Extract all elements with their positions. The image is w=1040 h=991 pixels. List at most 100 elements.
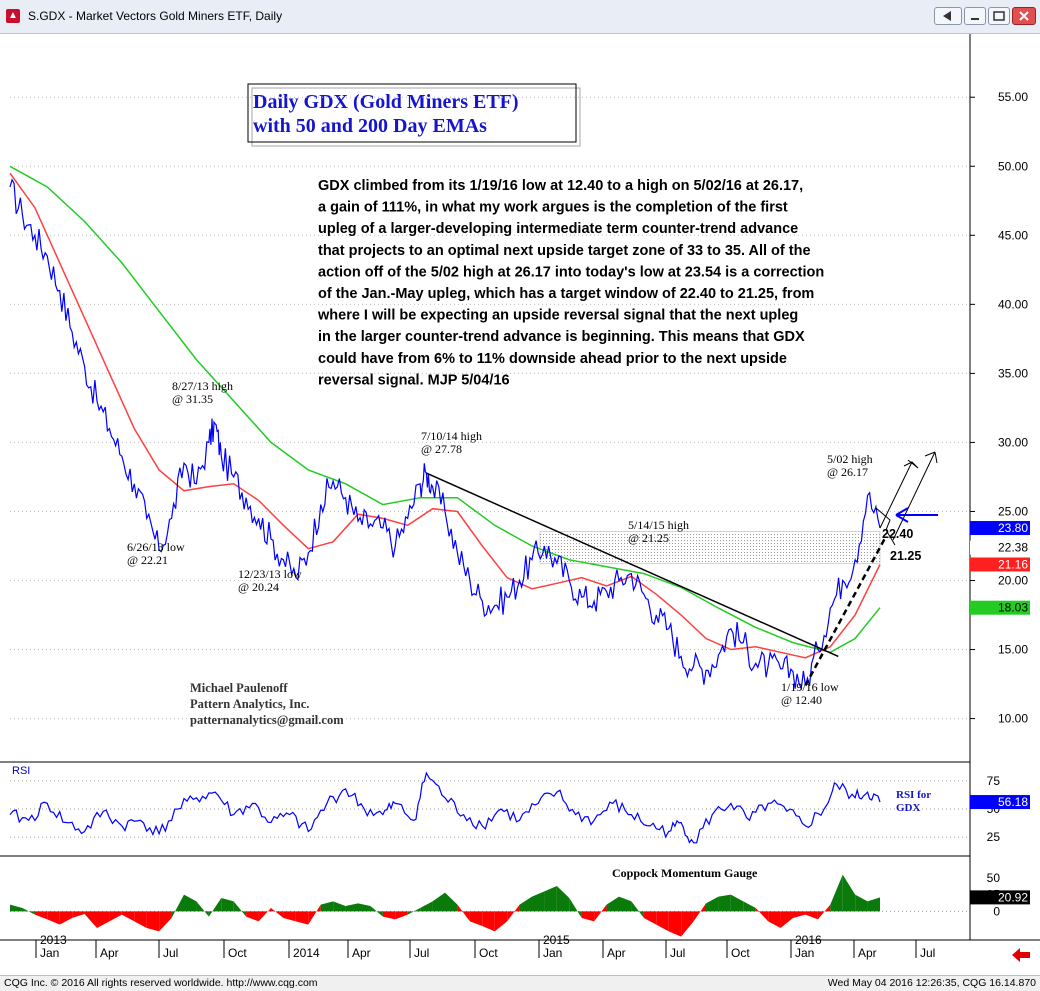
coppock-negative-bar: [146, 911, 160, 932]
coppock-positive-bar: [184, 894, 197, 912]
back-icon[interactable]: [934, 7, 962, 25]
close-icon[interactable]: [1012, 7, 1036, 25]
coppock-negative-bar: [494, 911, 508, 932]
target-zone-box: [539, 531, 881, 564]
annotation-line-2: @ 20.24: [238, 580, 279, 594]
annotation-line-2: @ 26.17: [827, 465, 868, 479]
rsi-tag: 56.18: [998, 795, 1028, 809]
minimize-icon[interactable]: [964, 7, 986, 25]
commentary-line: where I will be expecting an upside reve…: [317, 308, 798, 324]
coppock-negative-bar: [47, 911, 60, 925]
coppock-negative-bar: [681, 911, 694, 937]
coppock-negative-bar: [805, 911, 818, 920]
forecast-arrow-2: [892, 451, 938, 541]
commentary-line: that projects to an optimal next upside …: [318, 243, 811, 259]
level-tag-bg: [970, 540, 1030, 555]
annotation-line-2: @ 22.21: [127, 553, 168, 567]
annotation-line-2: @ 27.78: [421, 442, 462, 456]
annotations-layer: 8/27/13 high@ 31.35 6/26/13 low@ 22.21 12/…: [127, 379, 921, 707]
coppock-positive-bar: [556, 886, 570, 912]
commentary-line: reversal signal. MJP 5/04/16: [318, 372, 510, 388]
price-tag-bg: [970, 521, 1030, 536]
coppock-negative-bar: [469, 911, 483, 926]
coppock-positive-bar: [743, 901, 756, 912]
annotation-line-1: 7/10/14 high: [421, 429, 482, 443]
coppock-positive-bar: [196, 901, 209, 917]
coppock-negative-bar: [395, 911, 408, 920]
coppock-negative-bar: [271, 908, 284, 918]
chart-title: Daily GDX (Gold Miners ETF): [253, 91, 519, 113]
rsi-series-label-2: GDX: [896, 802, 921, 814]
chart-title-box: Daily GDX (Gold Miners ETF) with 50 and …: [247, 83, 581, 147]
coppock-tag: 20.92: [998, 890, 1028, 904]
commentary-line: in the larger counter-trend advance is b…: [318, 329, 805, 345]
chart-area[interactable]: Daily GDX (Gold Miners ETF) with 50 and …: [0, 34, 1040, 975]
coppock-negative-bar: [134, 911, 147, 928]
author-line: Pattern Analytics, Inc.: [190, 697, 309, 711]
coppock-negative-bar: [656, 911, 669, 932]
coppock-positive-bar: [208, 898, 222, 917]
price-tag: 23.80: [998, 521, 1028, 535]
target-zone-layer: [539, 531, 881, 564]
price-tick-label: 50.00: [998, 159, 1028, 173]
scroll-arrow-icon[interactable]: [1012, 948, 1030, 962]
coppock-positive-bar: [830, 874, 843, 912]
chart-canvas[interactable]: Daily GDX (Gold Miners ETF) with 50 and …: [0, 34, 1040, 975]
x-month-label: Oct: [228, 946, 247, 960]
coppock-negative-bar: [482, 911, 495, 932]
copyright-text: CQG Inc. © 2016 All rights reserved worl…: [4, 977, 318, 989]
level-tag: 22.38: [998, 541, 1028, 555]
commentary-line: a gain of 111%, in what my work argues i…: [318, 200, 788, 216]
coppock-negative-bar: [109, 911, 122, 922]
timestamp-text: Wed May 04 2016 12:26:35, CQG 16.14.870: [827, 977, 1036, 989]
ema50-tag: 21.16: [998, 557, 1028, 571]
ema50-tag-bg: [970, 557, 1030, 572]
x-month-label: Jul: [670, 946, 685, 960]
commentary-line: GDX climbed from its 1/19/16 low at 12.4…: [318, 178, 803, 194]
author-block: Michael Paulenoff Pattern Analytics, Inc.…: [190, 681, 344, 727]
coppock-positive-bar: [730, 894, 744, 912]
annotation-line-1: 1/19/16 low: [781, 680, 839, 694]
rsi-panel-label: RSI: [12, 765, 30, 777]
coppock-positive-bar: [855, 894, 868, 912]
x-year-label: 2013: [40, 933, 67, 947]
price-tick-label: 40.00: [998, 297, 1028, 311]
coppock-negative-bar: [793, 911, 806, 918]
price-axis: 55.00 50.00 45.00 40.00 35.00 30.00 25.00 20.00…: [970, 90, 1028, 726]
coppock-positive-bar: [171, 894, 184, 918]
x-month-label: Jan: [40, 946, 59, 960]
rsi-series-line: [9, 771, 881, 844]
coppock-negative-bar: [295, 911, 309, 925]
chart-subtitle: with 50 and 200 Day EMAs: [253, 115, 487, 137]
price-tick-label: 20.00: [998, 574, 1028, 588]
price-tick-label: 55.00: [998, 90, 1028, 104]
coppock-negative-bar: [668, 911, 682, 937]
coppock-positive-bar: [407, 908, 421, 915]
ema200-tag-bg: [970, 600, 1030, 615]
coppock-negative-bar: [755, 908, 769, 922]
coppock-negative-bar: [382, 911, 396, 920]
coppock-positive-bar: [544, 886, 557, 912]
coppock-positive-bar: [432, 892, 445, 912]
annotation-line-1: 5/14/15 high: [628, 518, 689, 532]
coppock-positive-bar: [333, 901, 346, 912]
commentary-line: upleg of a larger-developing intermediat…: [318, 221, 798, 237]
current-price-arrow: [895, 507, 938, 523]
coppock-negative-bar: [457, 904, 470, 922]
x-month-label: Jan: [795, 946, 814, 960]
author-line: patternanalytics@gmail.com: [190, 713, 344, 727]
coppock-negative-bar: [283, 911, 296, 922]
coppock-negative-bar: [693, 903, 706, 922]
coppock-positive-bar: [370, 906, 383, 917]
coppock-tick-label: 0: [993, 904, 1000, 918]
coppock-negative-bar: [817, 904, 831, 920]
x-year-label: 2016: [795, 933, 822, 947]
x-month-label: Apr: [858, 946, 877, 960]
coppock-negative-bar: [768, 911, 781, 928]
coppock-positive-bar: [706, 896, 719, 912]
maximize-icon[interactable]: [988, 7, 1010, 25]
annotation-line-1: 8/27/13 high: [172, 379, 233, 393]
coppock-negative-bar: [34, 911, 48, 920]
x-month-label: Jan: [543, 946, 562, 960]
trendline: [426, 472, 839, 658]
